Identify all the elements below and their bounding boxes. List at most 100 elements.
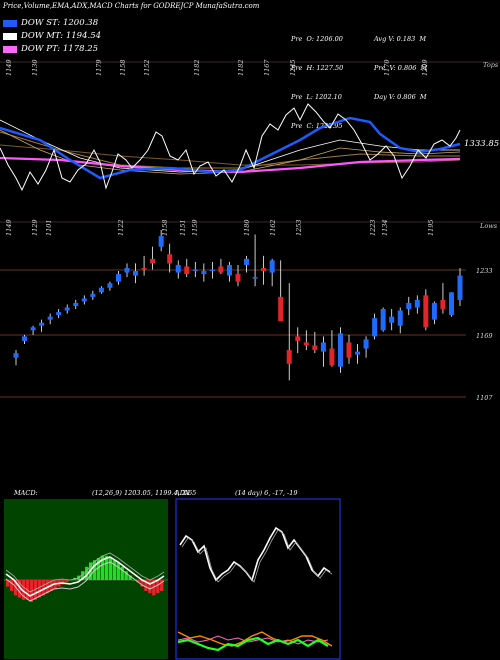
candle-tick-label: 1159 bbox=[191, 219, 199, 236]
level-label: 1107 bbox=[476, 394, 493, 402]
macd-histogram-bar bbox=[81, 571, 85, 580]
legend-label-mt: DOW MT: 1194.54 bbox=[21, 31, 102, 41]
level-label: 1233 bbox=[476, 267, 493, 275]
macd-histogram-bar bbox=[100, 555, 105, 580]
candle-body bbox=[98, 287, 104, 293]
top-tick-label: 1182 bbox=[193, 59, 201, 76]
macd-histogram-bar bbox=[136, 580, 140, 583]
macd-histogram-bar bbox=[156, 580, 160, 594]
candle-body bbox=[73, 302, 79, 306]
adx-price-line bbox=[179, 526, 331, 582]
ema-line-pt bbox=[0, 156, 461, 174]
candle-body bbox=[278, 296, 284, 322]
legend-item-mt: DOW MT: 1194.54 bbox=[3, 31, 101, 41]
candle-tick-label: 1129 bbox=[31, 219, 39, 236]
top-tick-label: 1149 bbox=[5, 59, 13, 76]
top-tick-label: 1170 bbox=[383, 59, 391, 76]
candle-tick-label: 1122 bbox=[117, 219, 125, 236]
macd-histogram-bar bbox=[120, 566, 124, 580]
legend-swatch-st bbox=[3, 19, 17, 27]
candle-body bbox=[295, 336, 301, 341]
candle-body bbox=[141, 267, 147, 270]
macd-histogram-bar bbox=[41, 580, 45, 596]
macd-histogram-bar bbox=[128, 575, 132, 580]
ema-line-st bbox=[0, 116, 461, 180]
macd-histogram-bar bbox=[108, 558, 113, 580]
adx-frame bbox=[175, 498, 341, 660]
stat-avg-volume: Avg V: 0.183 M bbox=[374, 35, 427, 44]
candle-body bbox=[158, 236, 164, 247]
candle-body bbox=[261, 267, 267, 272]
candle-body bbox=[389, 316, 395, 323]
page-title: Price,Volume,EMA,ADX,MACD Charts for GOD… bbox=[3, 2, 260, 10]
macd-histogram-bar bbox=[9, 580, 14, 591]
macd-histogram-bar bbox=[37, 580, 41, 598]
candle-body bbox=[56, 312, 62, 316]
macd-histogram-bar bbox=[33, 580, 37, 600]
legend-swatch-mt bbox=[3, 32, 17, 40]
candle-body bbox=[431, 302, 437, 320]
candle-body bbox=[252, 277, 258, 279]
candle-body bbox=[423, 295, 429, 328]
candle-body bbox=[355, 351, 361, 355]
candle-body bbox=[337, 333, 343, 367]
candle-body bbox=[124, 267, 130, 273]
candle-body bbox=[320, 342, 326, 352]
macd-histogram-bar bbox=[61, 580, 65, 585]
candle-body bbox=[235, 274, 241, 282]
price-line bbox=[0, 103, 461, 192]
stat-pre-open: Pre O: 1206.00 bbox=[291, 35, 343, 44]
candle-body bbox=[184, 266, 190, 275]
macd-label: MACD: bbox=[14, 489, 38, 497]
candle-body bbox=[30, 327, 36, 331]
top-tick-label: 1182 bbox=[237, 59, 245, 76]
candle-body bbox=[81, 298, 87, 302]
macd-params: (12,26,9) 1203.05, 1199.4, 3.65 bbox=[92, 489, 197, 497]
legend-item-pt: DOW PT: 1178.25 bbox=[3, 44, 98, 54]
candle-tick-label: 1180 bbox=[243, 219, 251, 236]
level-label: 1169 bbox=[476, 332, 493, 340]
candle-tick-label: 1223 bbox=[369, 219, 377, 236]
adx-price-shadow bbox=[181, 529, 333, 583]
macd-histogram-bar bbox=[17, 580, 22, 598]
top-tick-label: 1179 bbox=[95, 59, 103, 76]
macd-histogram-bar bbox=[152, 580, 156, 596]
candle-tick-label: 1162 bbox=[269, 219, 277, 236]
adx-line bbox=[177, 631, 333, 647]
candle-body bbox=[175, 264, 181, 273]
candle-body bbox=[312, 345, 318, 351]
macd-signal-line bbox=[5, 561, 165, 602]
candle-panel-tag: Lows bbox=[479, 222, 498, 230]
legend-label-pt: DOW PT: 1178.25 bbox=[21, 44, 99, 54]
macd-panel bbox=[4, 499, 168, 659]
candle-body bbox=[303, 342, 309, 346]
candle-body bbox=[201, 271, 207, 275]
candle-body bbox=[39, 322, 45, 326]
legend-item-st: DOW ST: 1200.38 bbox=[3, 18, 98, 28]
top-tick-label: 1245 bbox=[289, 59, 297, 76]
macd-histogram-bar bbox=[96, 558, 101, 580]
candle-body bbox=[363, 339, 369, 349]
candle-tick-label: 1158 bbox=[161, 219, 169, 236]
candle-body bbox=[440, 299, 446, 310]
ema-panel: Tops 1149 1130 1179 1158 1152 1182 1182 1167 1245… bbox=[0, 59, 500, 192]
macd-histogram-bar bbox=[124, 571, 128, 580]
candle-tick-label: 1253 bbox=[295, 219, 303, 236]
macd-histogram-bar bbox=[69, 580, 73, 581]
candle-body bbox=[115, 274, 121, 282]
candle-body bbox=[64, 307, 70, 311]
candle-body bbox=[150, 258, 156, 264]
top-panel-tag: Tops bbox=[483, 61, 499, 69]
macd-histogram-bar bbox=[21, 580, 26, 600]
macd-histogram-bar bbox=[144, 580, 148, 591]
candle-body bbox=[90, 293, 96, 297]
macd-extra-line bbox=[5, 552, 165, 593]
candle-tick-label: 1195 bbox=[427, 219, 435, 236]
top-tick-label: 1209 bbox=[421, 59, 429, 76]
macd-line bbox=[5, 556, 165, 597]
candle-body bbox=[414, 299, 420, 308]
candle-tick-label: 1101 bbox=[45, 219, 53, 236]
ema-line-slow bbox=[0, 131, 460, 169]
top-tick-label: 1130 bbox=[31, 59, 39, 76]
